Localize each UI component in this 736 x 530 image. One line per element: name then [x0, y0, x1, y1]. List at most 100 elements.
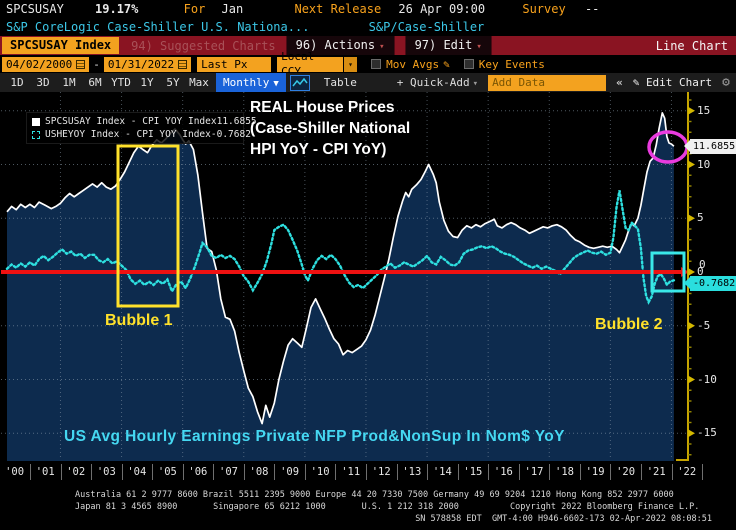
- menu-bar: SPCSUSAY Index 94) Suggested Charts 96) …: [0, 36, 736, 55]
- pencil-icon[interactable]: ✎: [443, 57, 450, 71]
- currency-dropdown-icon[interactable]: ▾: [344, 56, 358, 72]
- terminal-footer: Australia 61 2 9777 8600 Brazil 5511 239…: [0, 489, 736, 530]
- annotation-bubble1[interactable]: Bubble 1: [105, 312, 173, 329]
- x-axis-label-07: '07: [219, 466, 238, 478]
- period-button-1y[interactable]: 1Y: [140, 76, 154, 89]
- x-axis: '00 '01 '02 '03 '04 '05 '06 '07 '08 '09 '10 '11 '12 '…: [0, 462, 736, 488]
- x-axis-label-18: '18: [555, 466, 574, 478]
- annotation-rect-bubble2[interactable]: [650, 251, 686, 293]
- major-tick-icon: [688, 375, 695, 384]
- pencil-icon: ✎: [632, 76, 646, 89]
- legend-row-spcsusay[interactable]: SPCSUSAY Index - CPI YOY Index 11.6855: [32, 115, 257, 128]
- security-description-row: S&P CoreLogic Case-Shiller U.S. Nationa.…: [0, 18, 736, 36]
- zero-red-line[interactable]: [1, 270, 681, 274]
- add-data-input[interactable]: [488, 74, 607, 91]
- minor-tick: [688, 368, 692, 370]
- x-axis-label-03: '03: [96, 466, 116, 478]
- last-value-tag-white: 11.6855: [683, 139, 736, 154]
- gear-icon[interactable]: ⚙: [722, 75, 730, 90]
- date-from-field[interactable]: 04/02/2000: [2, 56, 90, 72]
- series-line-usheyoy[interactable]: [5, 190, 676, 305]
- annotation-title[interactable]: REAL House Prices (Case-Shiller National…: [250, 99, 411, 158]
- x-axis-label-17: '17: [524, 466, 544, 478]
- x-tick: [335, 464, 337, 480]
- chevron-down-icon: ▼: [273, 79, 279, 89]
- x-tick: [518, 464, 520, 480]
- minor-tick: [688, 389, 692, 391]
- legend-label: SPCSUSAY Index - CPI YOY Index: [45, 116, 217, 127]
- calendar-icon[interactable]: [178, 59, 188, 69]
- for-label: For: [183, 2, 206, 16]
- collapse-button[interactable]: «: [616, 76, 623, 89]
- y-axis-label-10: 10: [697, 157, 711, 171]
- chart-legend[interactable]: SPCSUSAY Index - CPI YOY Index 11.6855 U…: [26, 112, 257, 144]
- x-axis-label-08: '08: [249, 466, 269, 478]
- x-axis-label-14: '14: [432, 466, 452, 478]
- minor-tick: [688, 131, 692, 133]
- chart-plot-area[interactable]: SPCSUSAY Index - CPI YOY Index 11.6855 U…: [0, 92, 736, 462]
- period-button-max[interactable]: Max: [189, 76, 209, 89]
- x-tick: [579, 464, 581, 480]
- x-tick: [91, 464, 92, 480]
- x-axis-label-20: '20: [616, 466, 636, 478]
- period-button-1d[interactable]: 1D: [10, 76, 24, 89]
- menu-actions[interactable]: 96) Actions ▾: [285, 36, 395, 55]
- legend-row-usheyoy[interactable]: USHEYOY Index - CPI YOY Index -0.7682: [32, 128, 251, 141]
- edit-chart-button[interactable]: ✎ Edit Chart: [632, 76, 713, 89]
- security-tab[interactable]: SPCSUSAY Index: [2, 37, 120, 54]
- white-series-swatch-icon: [32, 117, 40, 126]
- frequency-select[interactable]: Monthly ▼: [216, 73, 286, 92]
- legend-value: -0.7682: [210, 129, 251, 140]
- period-button-1m[interactable]: 1M: [62, 76, 76, 89]
- period-button-5y[interactable]: 5Y: [166, 76, 180, 89]
- key-events-checkbox[interactable]: [463, 59, 474, 69]
- x-axis-label-09: '09: [280, 466, 300, 478]
- x-axis-label-15: '15: [463, 466, 483, 478]
- x-tick: [274, 464, 276, 480]
- annotation-bubble2[interactable]: Bubble 2: [595, 316, 663, 333]
- period-button-ytd[interactable]: YTD: [111, 76, 131, 89]
- x-tick: [29, 464, 31, 480]
- for-value: Jan: [221, 2, 244, 16]
- annotation-rect-bubble1[interactable]: [116, 144, 180, 308]
- minor-tick: [688, 120, 692, 123]
- minor-tick: [688, 303, 692, 305]
- x-tick: [640, 464, 642, 480]
- menu-edit[interactable]: 97) Edit ▾: [404, 36, 492, 55]
- security-header: SPCSUSAY 19.17% For Jan Next Release 26 …: [0, 0, 736, 18]
- date-range-dash: -: [93, 57, 100, 71]
- minor-tick: [688, 185, 692, 187]
- period-button-3d[interactable]: 3D: [36, 76, 50, 89]
- minor-tick: [688, 99, 692, 101]
- area-fill: [7, 112, 674, 462]
- annotation-earnings-label[interactable]: US Avg Hourly Earnings Private NFP Prod&…: [64, 428, 565, 445]
- cyan-series-swatch-icon: [32, 130, 40, 139]
- table-button[interactable]: Table: [323, 76, 357, 89]
- x-tick: [610, 464, 612, 480]
- line-chart-icon[interactable]: [289, 74, 310, 91]
- calendar-icon[interactable]: [76, 59, 86, 69]
- currency-select[interactable]: Local CCY: [277, 50, 344, 78]
- x-axis-label-00: '00: [5, 466, 25, 478]
- chart-canvas[interactable]: [0, 92, 736, 462]
- x-tick: [152, 464, 154, 480]
- y-axis-label-15: 15: [697, 103, 711, 117]
- minor-tick: [688, 153, 692, 155]
- major-tick-icon: [688, 429, 695, 438]
- date-to-field[interactable]: 01/31/2022: [103, 56, 192, 72]
- mov-avgs-checkbox[interactable]: [371, 59, 382, 69]
- y-axis-label-5: 5: [697, 211, 704, 225]
- minor-tick: [688, 335, 692, 338]
- quick-add-button[interactable]: + Quick-Add ▾: [396, 76, 479, 89]
- chart-toolbar: 1D 3D 1M 6M YTD 1Y 5Y Max Monthly ▼ Table + Quic…: [0, 73, 736, 92]
- x-axis-label-02: '02: [66, 466, 86, 478]
- menu-suggested-charts[interactable]: 94) Suggested Charts: [131, 38, 276, 53]
- x-tick: [60, 464, 62, 480]
- series-line-spcsusay[interactable]: [6, 112, 675, 425]
- y-axis-label--15: -15: [697, 426, 717, 440]
- minor-tick: [688, 249, 692, 252]
- price-field-select[interactable]: Last Px: [197, 56, 272, 72]
- x-axis-label-12: '12: [371, 466, 391, 478]
- x-tick: [121, 464, 123, 480]
- period-button-6m[interactable]: 6M: [88, 76, 102, 89]
